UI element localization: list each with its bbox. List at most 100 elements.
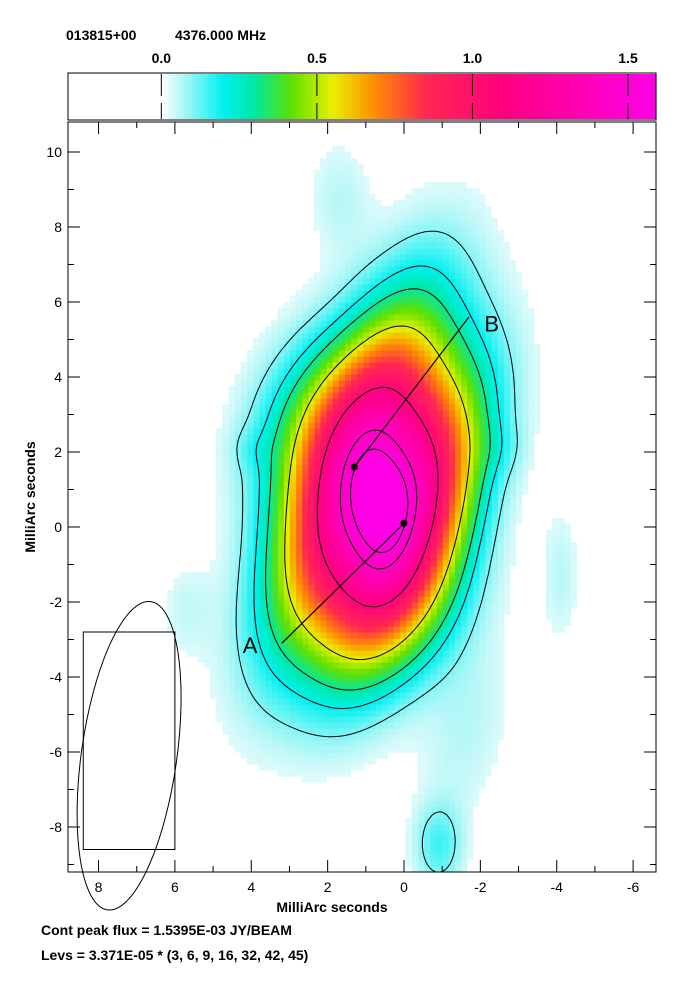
map-cell xyxy=(460,596,468,603)
map-cell xyxy=(350,362,358,369)
map-cell xyxy=(436,182,443,189)
map-cell xyxy=(503,374,510,381)
map-cell xyxy=(454,644,462,651)
map-cell xyxy=(442,506,449,513)
map-cell xyxy=(423,662,431,669)
map-cell xyxy=(265,410,272,417)
map-cell xyxy=(301,470,309,477)
map-cell xyxy=(381,632,388,639)
map-cell xyxy=(436,332,443,339)
map-cell xyxy=(472,314,480,321)
map-cell xyxy=(191,620,199,627)
map-cell xyxy=(503,434,510,441)
map-cell xyxy=(283,710,290,717)
map-cell xyxy=(393,602,400,609)
map-cell xyxy=(460,740,468,747)
map-cell xyxy=(258,404,266,411)
map-cell xyxy=(491,428,498,435)
map-cell xyxy=(368,194,376,201)
map-cell xyxy=(430,638,437,645)
map-cell xyxy=(320,284,327,291)
map-cell xyxy=(417,836,425,843)
map-cell xyxy=(558,536,565,543)
map-cell xyxy=(344,572,352,579)
map-cell xyxy=(405,494,413,501)
map-cell xyxy=(240,452,248,459)
map-cell xyxy=(301,296,309,303)
map-cell xyxy=(301,656,309,663)
map-cell xyxy=(350,224,358,231)
map-cell xyxy=(393,500,400,507)
map-cell xyxy=(399,302,407,309)
map-cell xyxy=(326,536,333,543)
map-cell xyxy=(216,512,223,519)
map-cell xyxy=(332,164,339,171)
map-cell xyxy=(277,608,284,615)
map-cell xyxy=(332,590,339,597)
colorbar-cell xyxy=(244,74,249,119)
map-cell xyxy=(210,638,217,645)
map-cell xyxy=(466,656,474,663)
map-cell xyxy=(423,500,431,507)
map-cell xyxy=(436,806,443,813)
map-cell xyxy=(417,770,425,777)
map-cell xyxy=(326,374,333,381)
map-cell xyxy=(295,392,303,399)
map-cell xyxy=(344,284,352,291)
map-cell xyxy=(179,590,187,597)
map-cell xyxy=(448,542,455,549)
map-cell xyxy=(417,404,425,411)
map-cell xyxy=(313,488,321,495)
map-cell xyxy=(265,350,272,357)
map-cell xyxy=(436,530,443,537)
map-cell xyxy=(368,722,376,729)
colorbar-cell xyxy=(132,74,137,119)
map-cell xyxy=(246,488,254,495)
map-cell xyxy=(521,344,529,351)
map-cell xyxy=(185,584,193,591)
map-cell xyxy=(228,638,236,645)
map-cell xyxy=(362,230,370,237)
map-cell xyxy=(466,710,474,717)
map-cell xyxy=(301,584,309,591)
map-cell xyxy=(301,500,309,507)
map-cell xyxy=(491,692,498,699)
map-cell xyxy=(265,638,272,645)
map-cell xyxy=(307,548,315,555)
map-cell xyxy=(228,500,236,507)
map-cell xyxy=(436,614,443,621)
map-cell xyxy=(320,578,327,585)
map-cell xyxy=(362,632,370,639)
map-cell xyxy=(362,248,370,255)
map-cell xyxy=(216,662,223,669)
map-cell xyxy=(472,662,480,669)
map-cell xyxy=(442,722,449,729)
map-cell xyxy=(527,446,535,453)
map-cell xyxy=(362,734,370,741)
map-cell xyxy=(460,356,468,363)
map-cell xyxy=(460,200,468,207)
map-cell xyxy=(338,200,345,207)
map-cell xyxy=(283,674,290,681)
map-cell xyxy=(454,602,462,609)
map-cell xyxy=(246,614,254,621)
map-cell xyxy=(332,602,339,609)
map-cell xyxy=(472,236,480,243)
map-cell xyxy=(265,608,272,615)
component-b-label: B xyxy=(484,311,499,336)
map-cell xyxy=(246,356,254,363)
map-cell xyxy=(552,554,559,561)
map-cell xyxy=(448,500,455,507)
map-cell xyxy=(448,266,455,273)
map-cell xyxy=(454,704,462,711)
map-cell xyxy=(558,620,565,627)
map-cell xyxy=(399,476,407,483)
map-cell xyxy=(472,194,480,201)
map-cell xyxy=(430,470,437,477)
map-cell xyxy=(460,464,468,471)
map-cell xyxy=(466,416,474,423)
map-cell xyxy=(497,512,504,519)
map-cell xyxy=(399,380,407,387)
map-cell xyxy=(216,608,223,615)
map-cell xyxy=(442,788,449,795)
